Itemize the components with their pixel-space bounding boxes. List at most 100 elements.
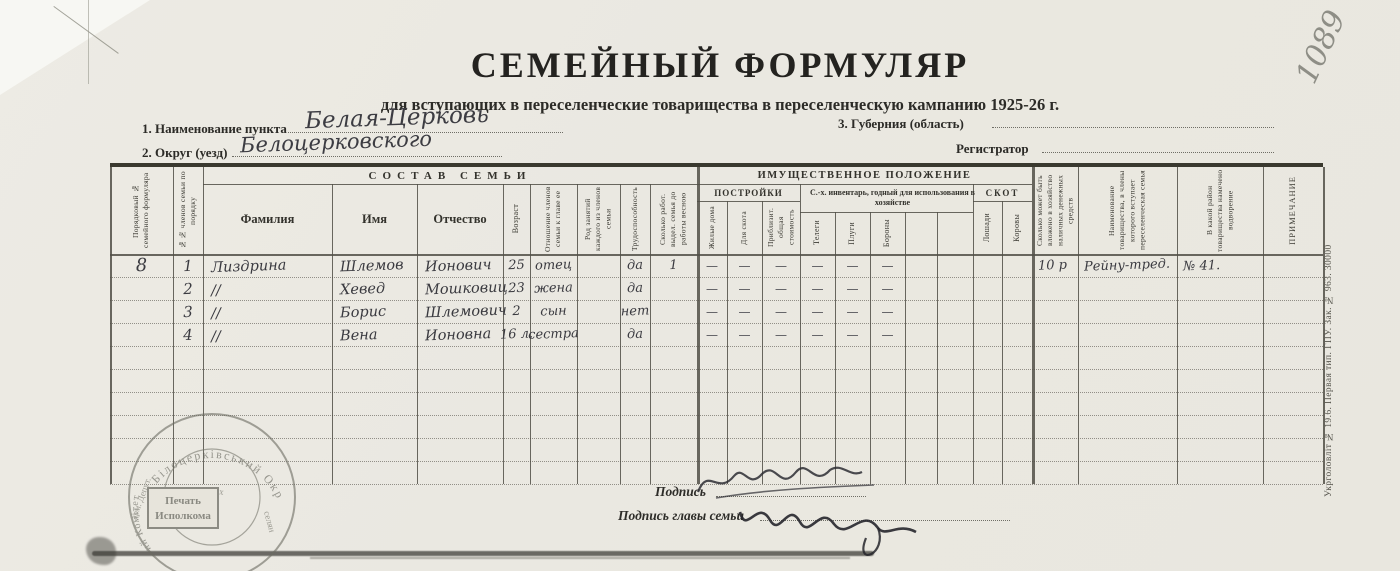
field-line-point	[288, 118, 563, 133]
column-header-label: Отчество	[433, 211, 487, 226]
column-header-label: Фамилия	[240, 211, 295, 226]
column-header-label: Лошади	[982, 212, 992, 243]
column-header-label: Бороны	[882, 218, 892, 248]
table-grid-vline	[727, 201, 728, 484]
table-cell: 3	[182, 302, 194, 321]
column-header: Порядковый № семейного формуляра	[110, 167, 173, 254]
table-cell: —	[811, 258, 824, 273]
table-row-line	[110, 392, 1323, 393]
table-grid-hline	[800, 212, 973, 213]
table-cell: 8	[135, 254, 148, 277]
table-grid-vline	[697, 167, 700, 484]
field-label-point: 1. Наименование пункта	[142, 121, 287, 136]
table-grid-vline	[110, 167, 112, 484]
table-cell: № 41.	[1182, 258, 1221, 275]
table-grid-vline	[1177, 167, 1178, 484]
table-row-line	[110, 277, 1323, 278]
table-cell: жена	[533, 280, 574, 297]
field-label-registrar: Регистратор	[956, 141, 1029, 156]
head-signature-line	[760, 506, 1010, 521]
table-cell: —	[775, 327, 787, 342]
column-header: Сколько работ. выдел. семья до работы ве…	[650, 184, 697, 254]
column-header: Наименование товарищества, в члены котор…	[1078, 167, 1177, 254]
group-header-livestock: СКОТ	[985, 187, 1020, 198]
table-cell: —	[846, 281, 859, 296]
table-row-line	[110, 461, 1323, 462]
table-grid-vline	[1032, 167, 1035, 484]
column-header-label: Порядковый № семейного формуляра	[131, 172, 151, 249]
table-cell: Борис	[339, 303, 387, 321]
column-header-label: ПРИМЕЧАНИЕ	[1287, 176, 1298, 245]
column-header: Отчество	[417, 184, 503, 254]
head-signature-label: Подпись главы семьи	[618, 508, 744, 523]
table-grid-hline	[203, 184, 1032, 185]
table-cell: 1	[669, 257, 678, 274]
table-grid-hline	[697, 201, 800, 202]
field-label-okrug: 2. Округ (уезд)	[142, 145, 228, 160]
stamp-center-line2: Исполкома	[155, 510, 211, 522]
printer-imprint: Укрголовлiт № 19.6. Первая тип. ГПУ. Зак…	[1324, 244, 1334, 497]
table-grid-vline	[503, 184, 504, 484]
table-cell: —	[811, 327, 824, 342]
column-header-label: Коровы	[1011, 213, 1021, 242]
column-header-label: Сколько может быть вложено в хозяйство н…	[1034, 174, 1075, 247]
family-form-table: СОСТАВ СЕМЬИ ИМУЩЕСТВЕННОЕ ПОЛОЖЕНИЕ ПОСТР…	[110, 163, 1325, 485]
table-grid-vline	[417, 184, 418, 484]
column-header: Плуги	[835, 212, 870, 254]
column-header: Жилые дома	[697, 201, 727, 254]
table-cell: Рейну-тред.	[1083, 256, 1171, 275]
table-cell: 2	[182, 279, 194, 298]
stamp-center-line1: Печать	[165, 495, 201, 507]
ispolkom-stamp: Білоцерківський Окр ий Комітет Рад воєнн…	[128, 413, 296, 571]
column-header: Трудоспособность	[620, 184, 650, 254]
table-cell: —	[706, 304, 718, 319]
table-grid-vline	[530, 184, 531, 484]
table-cell: 25	[507, 257, 526, 274]
table-cell: 16 л.	[499, 326, 534, 343]
column-header-label: Плуги	[847, 221, 857, 245]
table-cell: —	[881, 304, 894, 319]
table-cell: 1	[182, 256, 194, 275]
table-grid-vline	[332, 184, 333, 484]
table-cell: да	[626, 326, 644, 343]
page-subtitle: для вступающих в переселенческие товарищ…	[380, 95, 1060, 114]
table-row-line	[110, 369, 1323, 370]
table-cell: —	[881, 281, 894, 296]
column-header: ПРИМЕЧАНИЕ	[1263, 167, 1323, 254]
paper-edge-line	[88, 0, 89, 84]
table-row-line	[110, 438, 1323, 439]
table-cell: Шлемов	[339, 256, 404, 275]
table-cell: —	[706, 327, 718, 342]
column-header: Коровы	[1002, 201, 1032, 254]
table-cell: —	[738, 304, 751, 319]
paper-edge-shadow-2	[310, 557, 850, 559]
table-cell: да	[626, 257, 644, 274]
column-header-label: Приблизит. общая стоимость	[765, 207, 796, 248]
column-header-label: Трудоспособность	[629, 187, 639, 251]
registrar-signature	[696, 466, 875, 499]
table-cell: —	[775, 258, 787, 273]
column-header-label: В какой район товарищества намечено водв…	[1204, 169, 1235, 252]
column-header: Приблизит. общая стоимость	[762, 201, 800, 254]
table-grid-vline	[973, 184, 974, 484]
column-header-label: Жилые дома	[706, 205, 716, 250]
table-cell: —	[775, 281, 787, 296]
table-cell: —	[738, 281, 751, 296]
table-cell: //	[210, 328, 222, 345]
column-header-label: Род занятий каждого из членов семьи	[583, 186, 613, 252]
family-head-signature	[738, 511, 917, 556]
table-cell: —	[846, 327, 859, 342]
table-cell: 2	[512, 303, 521, 320]
signature-label: Подпись	[655, 484, 706, 499]
column-header: В какой район товарищества намечено водв…	[1177, 167, 1263, 254]
table-cell: нет	[620, 303, 650, 320]
table-grid-hline	[973, 201, 1032, 202]
table-cell: —	[706, 258, 718, 273]
column-header: Лошади	[973, 201, 1002, 254]
table-cell: —	[881, 327, 894, 342]
table-grid-vline	[870, 212, 871, 484]
table-cell: сестра	[527, 326, 580, 343]
table-cell: 10 р	[1037, 257, 1068, 274]
column-header: Фамилия	[203, 184, 332, 254]
group-header-property: ИМУЩЕСТВЕННОЕ ПОЛОЖЕНИЕ	[757, 170, 972, 181]
